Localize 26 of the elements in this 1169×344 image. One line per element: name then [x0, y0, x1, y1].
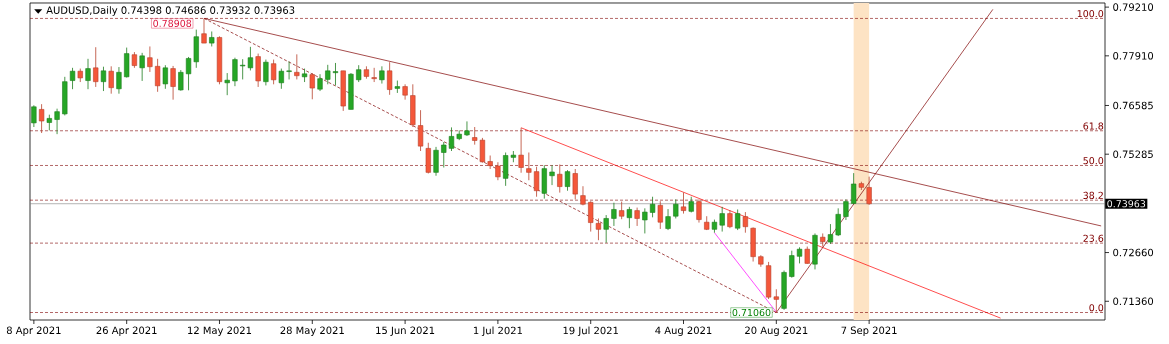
annotation: 61.8	[1083, 122, 1104, 130]
annotation: 100.0	[1077, 10, 1104, 18]
annotation: 0.0	[1089, 304, 1104, 312]
annotation: 50.0	[1083, 157, 1104, 165]
annotation: 23.6	[1083, 234, 1104, 242]
y-tick-label: 0.77910	[1113, 52, 1154, 60]
x-tick-label: 15 Jun 2021	[376, 326, 435, 336]
y-tick-label: 0.75285	[1113, 150, 1153, 158]
annotation: 0.78908	[153, 19, 192, 27]
annotation: 0.71060	[732, 308, 771, 317]
y-tick-label: 0.71360	[1113, 297, 1154, 306]
ref-line-label: 0.73963	[1107, 200, 1146, 208]
x-tick-label: 4 Aug 2021	[655, 326, 712, 336]
x-tick-label: 19 Jul 2021	[563, 326, 618, 337]
x-tick-label: 20 Aug 2021	[745, 326, 808, 336]
x-tick-label: 7 Sep 2021	[841, 326, 897, 336]
x-tick-label: 26 Apr 2021	[96, 326, 157, 336]
x-tick-label: 8 Apr 2021	[6, 326, 61, 336]
y-tick-label: 0.72660	[1113, 248, 1154, 257]
y-tick-label: 0.79210	[1113, 3, 1154, 11]
x-tick-label: 28 May 2021	[280, 326, 344, 336]
y-tick-label: 0.76585	[1113, 101, 1153, 110]
x-tick-label: 1 Jul 2021	[473, 326, 522, 337]
chart-title: AUDUSD,Daily 0.74398 0.74686 0.73932 0.73963	[46, 6, 295, 16]
x-tick-label: 12 May 2021	[188, 326, 252, 336]
annotation: 38.2	[1083, 191, 1103, 199]
